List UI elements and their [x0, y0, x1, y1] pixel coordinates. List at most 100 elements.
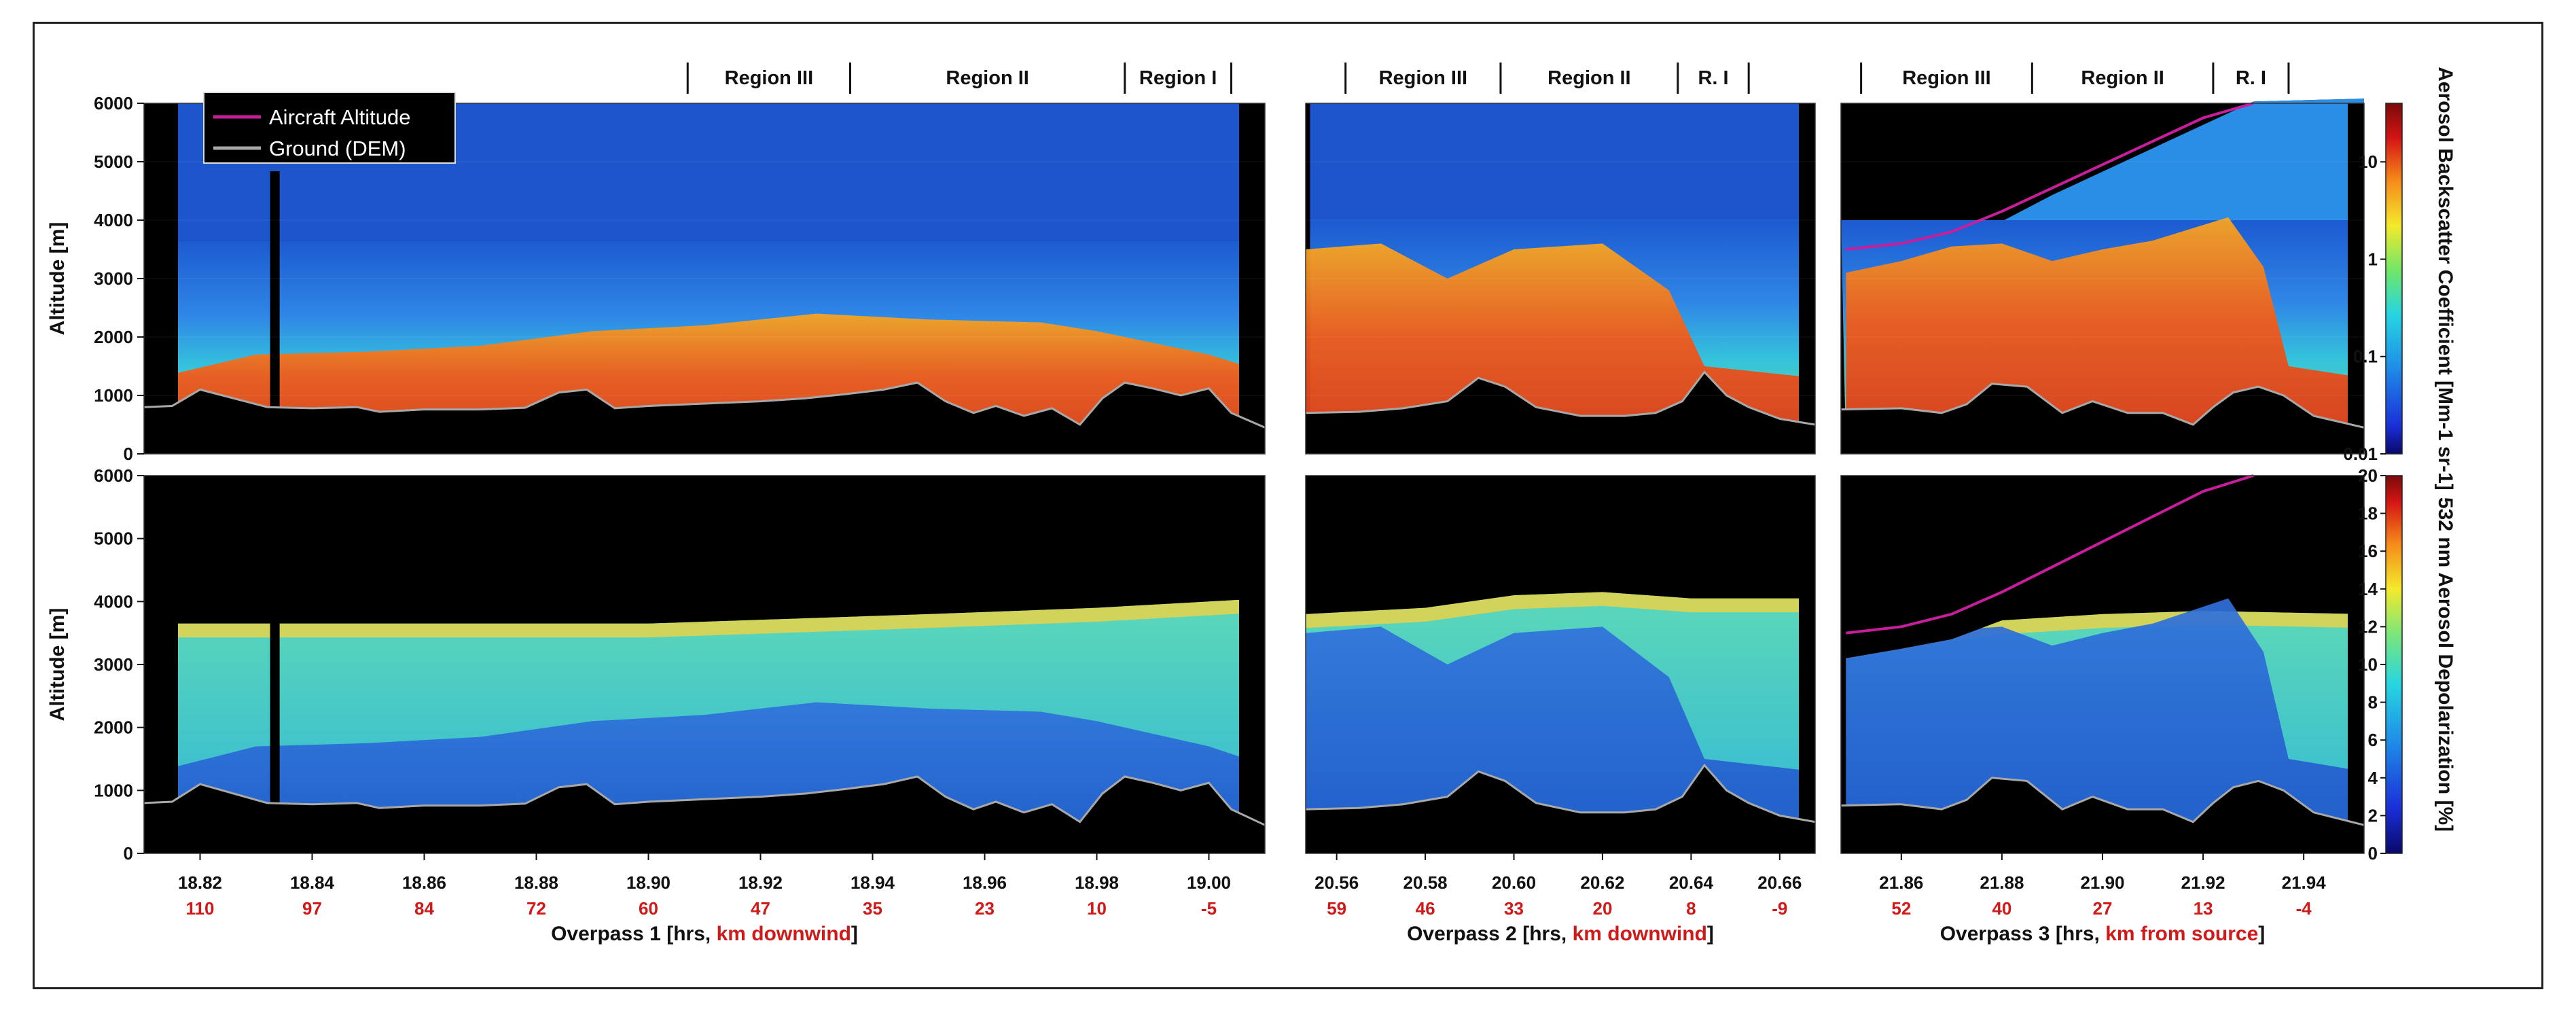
region-label: Region II: [1548, 67, 1630, 89]
distance-label: 33: [1504, 898, 1524, 919]
x-tick-label: 20.62: [1580, 872, 1624, 893]
ground-dem-line: [143, 381, 1266, 429]
colorbar-tick-label: 6: [2368, 730, 2378, 750]
region-label: Region II: [2081, 67, 2164, 89]
x-tick-label: 21.90: [2080, 872, 2124, 893]
distance-label: -9: [1772, 898, 1787, 919]
x-tick-label: 18.88: [514, 872, 558, 893]
x-tick-label: 18.96: [963, 872, 1007, 893]
panel-border: [1305, 103, 1816, 455]
x-axis-label: Overpass 1 [hrs, km downwind]: [551, 923, 858, 945]
region-label: Region III: [1902, 67, 1991, 89]
x-axis-label: Overpass 3 [hrs, km from source]: [1940, 923, 2266, 945]
colorbar-tick-label: 10: [2358, 654, 2378, 675]
above-aircraft-mask: [1841, 99, 2364, 257]
y-tick-label: 2000: [94, 327, 133, 347]
colorbar-tick-label: 0.1: [2353, 347, 2378, 367]
x-tick-label: 20.58: [1403, 872, 1448, 893]
x-tick-label: 18.84: [290, 872, 335, 893]
legend-label: Aircraft Altitude: [269, 105, 410, 129]
distance-label: 110: [186, 898, 215, 919]
region-label: Region III: [725, 67, 814, 89]
x-axis-label-prefix: Overpass 1 [hrs,: [551, 923, 716, 945]
x-tick-label: 21.86: [1879, 872, 1923, 893]
x-tick-label: 20.60: [1492, 872, 1536, 893]
x-axis-label-distance: km from source: [2105, 923, 2258, 945]
x-tick-label: 19.00: [1187, 872, 1231, 893]
distance-label: 97: [302, 898, 322, 919]
figure-frame: [33, 22, 2543, 989]
colorbar-tick-label: 0.01: [2343, 444, 2378, 464]
data-gap: [144, 476, 178, 845]
y-axis-row-2: 0 1000 2000 3000 4000 5000 6000 Altitude [m]: [46, 465, 144, 864]
x-axis-label-distance: km downwind: [1573, 923, 1707, 945]
colorbar-tick-label: 16: [2358, 541, 2378, 561]
ground-dem-line: [143, 775, 1266, 826]
colorbar-tick-label: 14: [2358, 579, 2378, 599]
x-tick-label: 18.86: [402, 872, 446, 893]
region-markers-overpass-2: Region III Region II R. I: [1344, 63, 1750, 94]
distance-label: 10: [1087, 898, 1107, 919]
region-label: Region I: [1139, 67, 1217, 89]
x-axis-overpass-1: 18.82 110 18.84 97 18.86 84 18.88 72 18.90 60 18.9…: [178, 853, 1231, 945]
x-axis-label: Overpass 2 [hrs, km downwind]: [1407, 923, 1714, 945]
distance-label: 60: [639, 898, 658, 919]
x-tick-label: 18.94: [851, 872, 895, 893]
y-tick-label: 0: [124, 444, 133, 464]
panel-backscatter-overpass-3: [1840, 99, 2365, 455]
ground-dem-line: [1305, 763, 1816, 823]
panel-depolarization-overpass-2: [1305, 475, 1816, 854]
colorbar-label: 532 nm Aerosol Depolarization [%]: [2434, 497, 2456, 832]
x-axis-label-suffix: ]: [851, 923, 858, 945]
aircraft-altitude-line: [1846, 474, 2254, 635]
panel-depolarization-overpass-1: [143, 475, 1266, 854]
colorbar-tick-label: 10: [2358, 152, 2378, 172]
region-label: Region III: [1379, 67, 1468, 89]
x-axis-label-suffix: ]: [1707, 923, 1714, 945]
x-tick-label: 21.88: [1980, 872, 2024, 893]
ground-mask: [1306, 765, 1815, 853]
x-axis-label-distance: km downwind: [717, 923, 851, 945]
region-markers-overpass-1: Region III Region II Region I: [686, 63, 1232, 94]
y-tick-label: 5000: [94, 529, 133, 549]
panel-border: [1305, 475, 1816, 854]
y-tick-label: 3000: [94, 268, 133, 289]
colorbar-tick-label: 2: [2368, 805, 2378, 826]
y-tick-label: 6000: [94, 465, 133, 486]
colorbar-tick-label: 18: [2358, 503, 2378, 524]
distance-label: 20: [1592, 898, 1612, 919]
legend-label: Ground (DEM): [269, 137, 406, 160]
distance-label: 72: [526, 898, 546, 919]
colorbar-backscatter: 10 1 0.1 0.01 Aerosol Backscatter Coefficien…: [2343, 67, 2456, 491]
data-gap: [1239, 476, 1265, 853]
colorbar-gradient: [2385, 103, 2403, 455]
data-gap: [2348, 103, 2364, 427]
distance-label: 52: [1891, 898, 1911, 919]
y-tick-label: 4000: [94, 210, 133, 230]
data-gap: [2348, 476, 2364, 826]
x-tick-label: 21.94: [2282, 872, 2327, 893]
data-gap: [1239, 103, 1265, 454]
distance-label: 13: [2194, 898, 2213, 919]
panel-border: [1840, 103, 2365, 455]
x-axis-label-prefix: Overpass 3 [hrs,: [1940, 923, 2105, 945]
distance-label: 84: [414, 898, 434, 919]
x-tick-label: 18.90: [626, 872, 670, 893]
colorbar-tick-label: 4: [2368, 768, 2378, 788]
distance-label: 46: [1416, 898, 1435, 919]
depolarization-top-rim: [1306, 592, 1815, 628]
region-markers-overpass-3: Region III Region II R. I: [1860, 63, 2290, 94]
y-tick-label: 0: [124, 843, 133, 864]
clear-air-region: [1841, 99, 2364, 257]
y-tick-label: 5000: [94, 152, 133, 172]
aircraft-altitude-line: [1846, 102, 2254, 251]
ground-mask: [144, 383, 1265, 454]
x-tick-label: 20.56: [1314, 872, 1359, 893]
colorbar-label: Aerosol Backscatter Coefficient [Mm-1 sr…: [2434, 67, 2456, 491]
ground-mask: [144, 776, 1265, 853]
clear-air-region: [1310, 103, 1806, 220]
distance-label: 40: [1992, 898, 2011, 919]
distance-label: 59: [1327, 898, 1346, 919]
